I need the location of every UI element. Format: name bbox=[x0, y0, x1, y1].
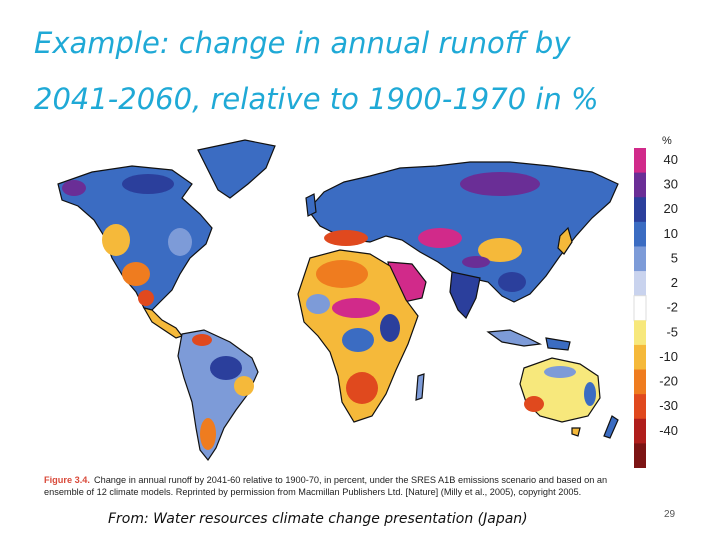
slide-title-line-2: 2041-2060, relative to 1900-1970 in % bbox=[34, 82, 599, 116]
india bbox=[449, 271, 481, 320]
figure-caption-text: Change in annual runoff by 2041-60 relat… bbox=[44, 475, 608, 497]
legend-swatch bbox=[634, 369, 646, 395]
map-land bbox=[57, 139, 619, 462]
legend-tick-label: 2 bbox=[671, 275, 678, 290]
legend-swatch bbox=[634, 394, 646, 420]
eurasia bbox=[307, 161, 619, 303]
legend-swatch bbox=[634, 148, 646, 174]
legend-swatch bbox=[633, 295, 647, 322]
patch-west-africa bbox=[306, 294, 330, 314]
madagascar bbox=[415, 373, 425, 401]
legend-swatch bbox=[634, 271, 646, 297]
figure-caption: Figure 3.4. Change in annual runoff by 20… bbox=[44, 474, 624, 498]
legend-tick-label: -20 bbox=[659, 374, 678, 389]
patch-australia-east bbox=[584, 382, 596, 406]
patch-southern-africa bbox=[346, 372, 378, 404]
figure-caption-label: Figure 3.4. bbox=[44, 475, 90, 485]
patch-china-south bbox=[498, 272, 526, 292]
patch-us-southwest bbox=[122, 262, 150, 286]
patch-us-east bbox=[168, 228, 192, 256]
patch-east-africa bbox=[380, 314, 400, 342]
patch-central-asia bbox=[418, 228, 462, 248]
patch-siberia bbox=[460, 172, 540, 196]
patch-tibet bbox=[462, 256, 490, 268]
new-guinea bbox=[545, 337, 571, 351]
legend-tick-label: 10 bbox=[664, 226, 678, 241]
patch-china-north bbox=[478, 238, 522, 262]
legend-swatch bbox=[634, 221, 646, 247]
tasmania bbox=[571, 427, 581, 437]
patch-andes-south bbox=[200, 418, 216, 450]
patch-congo bbox=[342, 328, 374, 352]
legend-swatch bbox=[634, 320, 646, 346]
patch-sahel bbox=[332, 298, 380, 318]
legend-tick-label: 40 bbox=[664, 152, 678, 167]
legend-swatch bbox=[634, 418, 646, 444]
source-note: From: Water resources climate change pre… bbox=[108, 511, 528, 527]
patch-australia-north bbox=[544, 366, 576, 378]
patch-brazil-east bbox=[234, 376, 254, 396]
patch-us-west bbox=[102, 224, 130, 256]
legend-unit: % bbox=[662, 135, 672, 147]
runoff-anomaly-patches bbox=[62, 172, 596, 450]
patch-australia-southwest bbox=[524, 396, 544, 412]
patch-alaska bbox=[62, 180, 86, 196]
patch-venezuela bbox=[192, 334, 212, 346]
world-runoff-map bbox=[40, 132, 624, 468]
legend-swatch bbox=[634, 246, 646, 272]
patch-mediterranean bbox=[324, 230, 368, 246]
legend-tick-label: -10 bbox=[659, 349, 678, 364]
north-america bbox=[57, 165, 213, 311]
greenland bbox=[197, 139, 276, 199]
legend-tick-label: -5 bbox=[666, 324, 678, 339]
patch-mexico bbox=[138, 290, 154, 306]
indonesia bbox=[486, 329, 543, 347]
legend-tick-label: 20 bbox=[664, 201, 678, 216]
patch-amazon bbox=[210, 356, 242, 380]
legend-swatch bbox=[634, 443, 646, 468]
new-zealand bbox=[603, 415, 619, 439]
legend-swatch bbox=[634, 344, 646, 371]
legend-tick-label: -40 bbox=[659, 423, 678, 438]
legend-swatch bbox=[634, 197, 646, 223]
slide-title-line-1: Example: change in annual runoff by bbox=[34, 26, 571, 60]
legend-tick-label: 30 bbox=[664, 177, 678, 192]
legend-tick-label: 5 bbox=[671, 250, 678, 265]
page-number: 29 bbox=[664, 509, 676, 520]
patch-canada-north bbox=[122, 174, 174, 194]
patch-sahara bbox=[316, 260, 368, 288]
legend-tick-label: -2 bbox=[666, 300, 678, 315]
british-isles bbox=[305, 193, 317, 217]
japan bbox=[557, 226, 573, 255]
color-scale-legend: % 40 30 20 10 5 2 -2 -5 -10 -20 -30 -40 bbox=[633, 135, 678, 468]
legend-swatch bbox=[634, 172, 646, 198]
legend-tick-label: -30 bbox=[659, 398, 678, 413]
